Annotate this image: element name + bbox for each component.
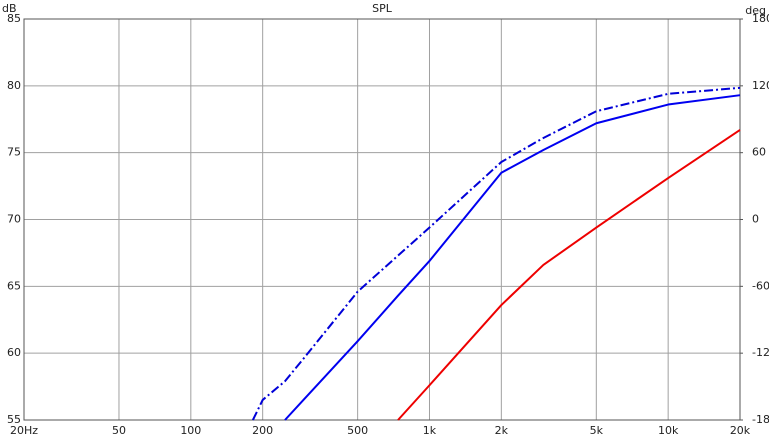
y2-tick-label: 0 [752, 213, 759, 226]
y2-tick-label: -120 [752, 346, 769, 359]
y2-tick-label: 60 [752, 146, 766, 159]
chart-title: SPL [372, 2, 393, 15]
x-tick-label: 20k [730, 424, 751, 437]
y2-tick-label: -60 [752, 279, 769, 292]
x-tick-label: 50 [112, 424, 126, 437]
y2-tick-label: 120 [752, 79, 769, 92]
y-axis-label: dB [2, 2, 17, 15]
y2-tick-label: 180 [752, 12, 769, 25]
y-tick-label: 85 [7, 12, 21, 25]
x-tick-label: 5k [590, 424, 604, 437]
x-tick-label: 1k [423, 424, 437, 437]
y-tick-label: 75 [7, 146, 21, 159]
x-tick-label: 500 [347, 424, 368, 437]
y-tick-label: 60 [7, 346, 21, 359]
x-tick-label: 10k [658, 424, 679, 437]
y-tick-label: 70 [7, 213, 21, 226]
x-tick-label: 100 [180, 424, 201, 437]
y2-axis-label: deg [745, 4, 766, 17]
y-tick-label: 65 [7, 279, 21, 292]
x-tick-label: 2k [495, 424, 509, 437]
plot-frame [23, 18, 741, 421]
x-tick-label: 200 [252, 424, 273, 437]
y-tick-label: 55 [7, 413, 21, 426]
line-series [251, 86, 741, 421]
line-series [284, 94, 741, 421]
y-tick-label: 80 [7, 79, 21, 92]
line-series [397, 129, 741, 421]
x-tick-label: 20Hz [10, 424, 38, 437]
y2-tick-label: -180 [752, 413, 769, 426]
